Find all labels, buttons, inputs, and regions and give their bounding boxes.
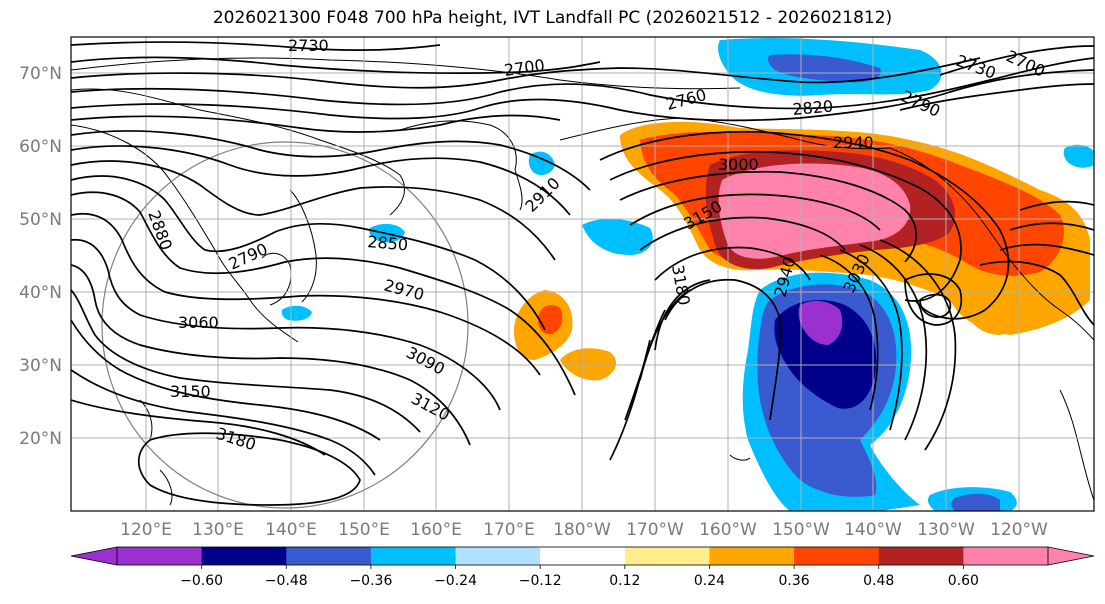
lon-label: 140°W [844, 520, 902, 540]
contour-label: 2850 [367, 232, 409, 254]
shade-lightblue-midpac [582, 218, 653, 255]
colorbar-tick-label: 0.12 [609, 573, 640, 589]
shade-orange-small-2 [560, 348, 617, 381]
shade-lightblue-arctic [1063, 144, 1094, 168]
contour-label: 2820 [792, 97, 834, 119]
colorbar-under-arrow [71, 547, 117, 565]
height-contours [71, 41, 1094, 506]
colorbar-ticks: −0.60 −0.48 −0.36 −0.24 −0.12 0.12 0.24 0.36 0.4… [180, 565, 979, 589]
colorbar-tick-label: −0.48 [265, 573, 308, 589]
colorbar-segment [624, 547, 710, 565]
colorbar-over-arrow [1048, 547, 1094, 565]
lat-label-20n: 20°N [19, 429, 62, 449]
coastlines [71, 57, 1094, 506]
colorbar-segment [878, 547, 964, 565]
colorbar-segments [117, 547, 1049, 565]
shade-orange-rockies [960, 284, 1024, 335]
shade-lightblue-kamchatka [528, 151, 555, 176]
colorbar-segment [540, 547, 626, 565]
lat-label-60n: 60°N [19, 137, 62, 157]
contour-label: 3000 [718, 155, 759, 174]
shade-lightblue-bonin [281, 305, 312, 321]
lon-label: 130°E [192, 520, 244, 540]
contour-label: 3150 [170, 382, 211, 401]
colorbar: −0.60 −0.48 −0.36 −0.24 −0.12 0.12 0.24 0.36 0.4… [70, 546, 1095, 589]
colorbar-segment [201, 547, 287, 565]
contour-label: 2940 [833, 133, 874, 152]
contour-label: 2730 [288, 36, 329, 55]
lon-label: 150°W [772, 520, 830, 540]
colorbar-tick-label: −0.24 [434, 573, 477, 589]
lon-label: 120°E [120, 520, 172, 540]
range-circle [101, 141, 469, 509]
colorbar-segment [286, 547, 372, 565]
colorbar-tick-label: −0.36 [349, 573, 392, 589]
colorbar-segment [455, 547, 541, 565]
lat-label-30n: 30°N [19, 356, 62, 376]
contour-label: 3060 [178, 313, 219, 332]
colorbar-segment [794, 547, 880, 565]
shade-navy [774, 300, 877, 409]
colorbar-tick-label: 0.24 [694, 573, 725, 589]
graticule [71, 37, 1094, 511]
lat-labels: 70°N 60°N 50°N 40°N 30°N 20°N [19, 64, 62, 449]
colorbar-tick-label: 0.36 [779, 573, 810, 589]
lon-label: 120°W [990, 520, 1048, 540]
lon-label: 160°E [410, 520, 462, 540]
lon-label: 170°W [626, 520, 684, 540]
colorbar-tick-label: 0.60 [948, 573, 979, 589]
lon-label: 150°E [338, 520, 390, 540]
colorbar-frame [116, 546, 1049, 566]
shade-blue-gulf [767, 54, 881, 83]
lon-labels: 120°E 130°E 140°E 150°E 160°E 170°E 180°… [120, 520, 1048, 540]
shade-blue-south [951, 493, 1000, 511]
colorbar-segment [117, 547, 203, 565]
colorbar-segment [963, 547, 1049, 565]
map-title: 2026021300 F048 700 hPa height, IVT Land… [212, 8, 893, 28]
lon-label: 160°W [699, 520, 757, 540]
colorbar-segment [709, 547, 795, 565]
lat-label-50n: 50°N [19, 210, 62, 230]
plot-frame [70, 36, 1095, 512]
lon-label: 130°W [917, 520, 975, 540]
lat-label-40n: 40°N [19, 283, 62, 303]
lon-label: 170°E [483, 520, 535, 540]
lon-label: 140°E [265, 520, 317, 540]
lon-label: 180°W [553, 520, 611, 540]
colorbar-tick-label: −0.60 [180, 573, 223, 589]
lat-label-70n: 70°N [19, 64, 62, 84]
colorbar-segment [370, 547, 457, 565]
colorbar-tick-label: 0.48 [863, 573, 894, 589]
colorbar-tick-label: −0.12 [519, 573, 562, 589]
shade-purple [798, 300, 843, 345]
